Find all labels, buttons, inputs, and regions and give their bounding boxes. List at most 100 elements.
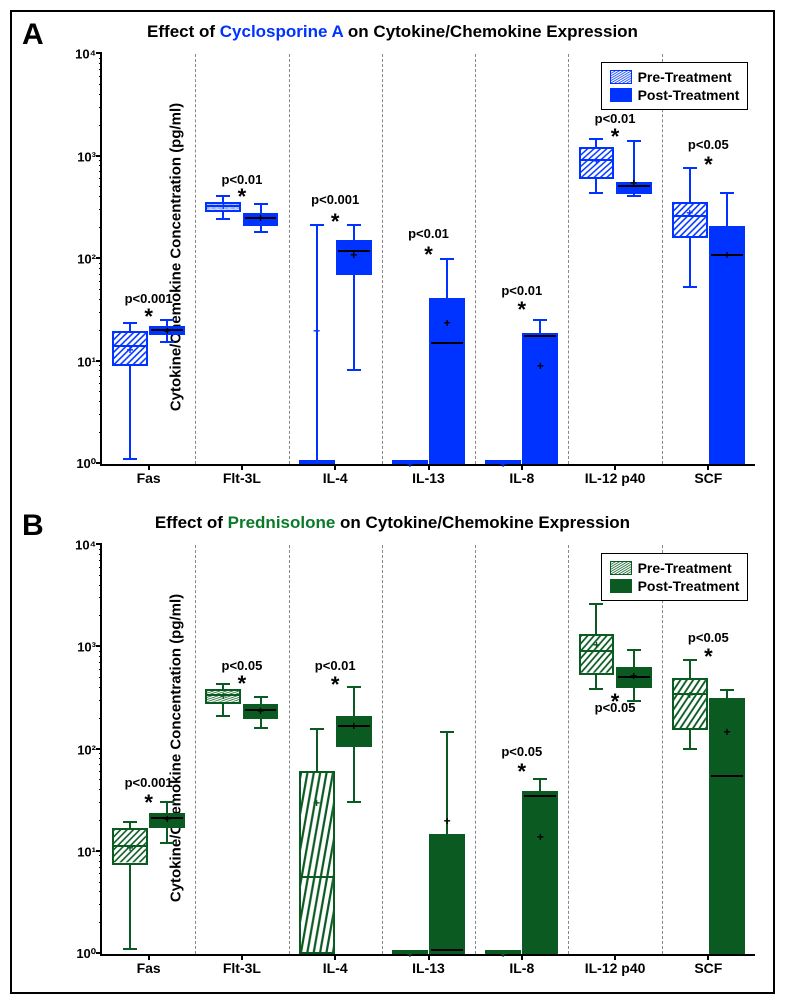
whisker-cap xyxy=(216,715,230,717)
y-minor-tick xyxy=(99,687,102,688)
y-minor-tick xyxy=(99,299,102,300)
whisker-cap xyxy=(683,659,697,661)
x-tick xyxy=(521,954,523,960)
mean-marker: + xyxy=(723,248,730,262)
y-minor-tick xyxy=(99,922,102,923)
y-minor-tick xyxy=(99,560,102,561)
y-minor-tick xyxy=(99,209,102,210)
whisker xyxy=(633,651,635,667)
whisker-cap xyxy=(683,748,697,750)
y-minor-tick xyxy=(99,227,102,228)
y-minor-tick xyxy=(99,867,102,868)
x-category-label: Flt-3L xyxy=(223,470,261,486)
p-value-label: p<0.05 xyxy=(501,744,542,759)
box-post xyxy=(429,834,465,954)
mean-marker: + xyxy=(257,211,264,225)
mean-marker: + xyxy=(164,812,171,826)
y-minor-tick xyxy=(99,312,102,313)
x-category-label: IL-13 xyxy=(412,960,445,976)
mean-marker: + xyxy=(406,457,413,471)
box-pre xyxy=(672,678,708,730)
whisker-cap xyxy=(160,842,174,844)
y-minor-tick xyxy=(99,575,102,576)
whisker-cap xyxy=(347,686,361,688)
y-tick xyxy=(96,645,102,647)
mean-marker: + xyxy=(593,638,600,652)
y-minor-tick xyxy=(99,274,102,275)
category-separator xyxy=(289,545,290,954)
whisker-cap xyxy=(254,696,268,698)
y-minor-tick xyxy=(99,855,102,856)
y-tick xyxy=(96,155,102,157)
mean-marker: + xyxy=(500,947,507,961)
y-tick xyxy=(96,52,102,54)
x-category-label: SCF xyxy=(694,960,722,976)
y-tick-label: 10¹ xyxy=(77,354,96,369)
whisker xyxy=(689,238,691,288)
category-separator xyxy=(568,545,569,954)
y-minor-tick xyxy=(99,779,102,780)
mean-marker: + xyxy=(630,669,637,683)
y-minor-tick xyxy=(99,549,102,550)
y-minor-tick xyxy=(99,63,102,64)
whisker-cap xyxy=(440,952,454,954)
y-minor-tick xyxy=(99,432,102,433)
whisker-cap xyxy=(533,952,547,954)
p-value-label: p<0.05 xyxy=(688,137,729,152)
y-minor-tick xyxy=(99,401,102,402)
whisker-cap xyxy=(310,224,324,226)
whisker-cap xyxy=(254,727,268,729)
y-minor-tick xyxy=(99,753,102,754)
x-category-label: Fas xyxy=(137,960,161,976)
x-tick xyxy=(707,954,709,960)
y-tick-label: 10² xyxy=(77,742,96,757)
significance-star: * xyxy=(331,672,340,698)
y-minor-tick xyxy=(99,789,102,790)
y-tick-label: 10¹ xyxy=(77,844,96,859)
mean-marker: + xyxy=(444,814,451,828)
significance-star: * xyxy=(144,790,153,816)
x-category-label: SCF xyxy=(694,470,722,486)
legend-item: Post-Treatment xyxy=(610,87,740,103)
p-value-label: p<0.001 xyxy=(311,192,359,207)
whisker-cap xyxy=(123,458,137,460)
y-minor-tick xyxy=(99,873,102,874)
mean-marker: + xyxy=(350,248,357,262)
y-minor-tick xyxy=(99,165,102,166)
p-value-label: p<0.01 xyxy=(501,283,542,298)
y-tick-label: 10⁴ xyxy=(75,47,96,62)
whisker-cap xyxy=(683,286,697,288)
y-tick-label: 10³ xyxy=(77,149,96,164)
x-tick xyxy=(241,464,243,470)
whisker-cap xyxy=(440,731,454,733)
x-tick xyxy=(148,464,150,470)
whisker-cap xyxy=(627,140,641,142)
y-minor-tick xyxy=(99,171,102,172)
y-minor-tick xyxy=(99,69,102,70)
y-tick xyxy=(96,462,102,464)
whisker xyxy=(129,823,131,828)
mean-marker: + xyxy=(220,689,227,703)
y-minor-tick xyxy=(99,76,102,77)
y-minor-tick xyxy=(99,330,102,331)
mean-marker: + xyxy=(537,359,544,373)
plot-area: 10⁰10¹10²10³10⁴FasFlt-3LIL-4IL-13IL-8IL-… xyxy=(100,54,755,466)
whisker-cap xyxy=(254,203,268,205)
mean-marker: + xyxy=(350,719,357,733)
mean-marker: + xyxy=(313,796,320,810)
mean-marker: + xyxy=(593,154,600,168)
y-minor-tick xyxy=(99,651,102,652)
y-minor-tick xyxy=(99,196,102,197)
category-separator xyxy=(195,545,196,954)
x-category-label: Fas xyxy=(137,470,161,486)
y-minor-tick xyxy=(99,771,102,772)
y-tick xyxy=(96,543,102,545)
y-minor-tick xyxy=(99,58,102,59)
category-separator xyxy=(475,545,476,954)
legend-label: Pre-Treatment xyxy=(638,69,732,85)
y-tick-label: 10⁰ xyxy=(76,946,96,962)
legend-label: Post-Treatment xyxy=(638,578,740,594)
legend: Pre-Treatment Post-Treatment xyxy=(601,62,749,110)
whisker-cap xyxy=(683,167,697,169)
legend-item: Pre-Treatment xyxy=(610,69,740,85)
